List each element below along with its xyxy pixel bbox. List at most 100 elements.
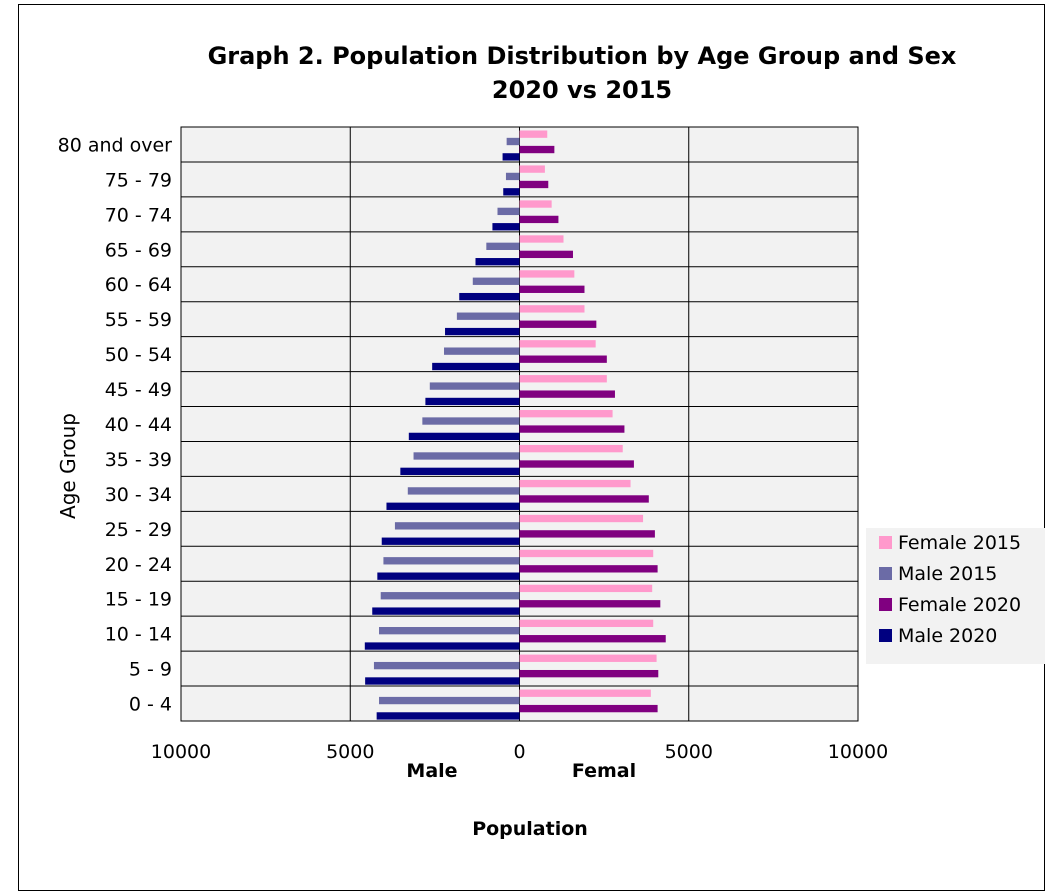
bar-male-2015 [394,522,520,530]
bar-male-2015 [413,452,520,460]
x-tick-label: 5000 [326,741,374,763]
y-tick-label: 0 - 4 [129,694,172,716]
y-tick-labels: 0 - 4 5 - 9 10 - 14 15 - 19 20 - 24 25 - 29 30… [58,134,173,715]
legend-swatch [879,567,892,580]
y-axis-title: Age Group [56,413,80,519]
y-tick-label: 70 - 74 [105,204,172,226]
bar-male-2020 [432,362,520,371]
y-tick-label: 25 - 29 [105,519,172,541]
bar-male-2020 [475,258,520,266]
bar-male-2020 [492,223,520,231]
bar-male-2020 [408,432,520,441]
bar-female-2015 [519,619,654,628]
bar-female-2020 [519,425,625,433]
bar-male-2020 [381,537,520,545]
bar-female-2020 [519,704,658,713]
y-tick-label: 50 - 54 [105,344,172,366]
bar-male-2020 [459,292,520,301]
bar-male-2015 [429,382,520,390]
bar-male-2020 [372,607,520,615]
bar-female-2020 [519,600,661,608]
bar-male-2015 [497,207,520,216]
bar-male-2015 [456,312,520,320]
bar-male-2020 [376,712,520,720]
y-tick-label: 65 - 69 [105,239,172,261]
legend-swatch [879,629,892,642]
bar-male-2015 [486,242,520,250]
legend-label: Male 2020 [898,625,997,647]
y-tick-label: 75 - 79 [105,169,172,191]
bars [364,130,666,720]
bar-female-2015 [519,689,651,697]
x-tick-label: 10000 [828,741,888,763]
bar-female-2015 [519,270,575,278]
bar-female-2015 [519,549,654,558]
bar-male-2015 [505,172,520,181]
bar-female-2020 [519,355,607,363]
bar-male-2015 [380,592,520,600]
bar-female-2020 [519,390,615,398]
bar-male-2020 [400,467,520,476]
legend-label: Female 2015 [898,532,1021,554]
bar-male-2015 [379,696,520,705]
x-tick-label: 10000 [151,741,211,763]
y-tick-label: 20 - 24 [105,554,172,576]
y-tick-label: 45 - 49 [105,379,172,401]
legend-label: Female 2020 [898,594,1021,616]
bar-female-2015 [519,200,552,208]
bar-female-2020 [519,495,649,503]
y-tick-label: 80 and over [58,134,173,156]
bar-male-2020 [503,188,520,196]
bar-female-2020 [519,530,655,538]
bar-female-2020 [519,285,585,293]
y-tick-label: 5 - 9 [129,659,172,681]
bar-male-2020 [425,397,520,406]
bar-female-2020 [519,180,549,189]
y-tick-label: 35 - 39 [105,449,172,471]
x-tick-labels: 10000 5000 0 5000 10000 [151,741,888,763]
y-tick-label: 60 - 64 [105,274,172,296]
bar-female-2020 [519,250,573,259]
bar-female-2020 [519,145,555,154]
bar-male-2015 [422,417,520,425]
bar-female-2020 [519,215,559,224]
bar-male-2020 [386,502,520,510]
bar-male-2015 [383,557,520,565]
bar-male-2015 [379,627,520,635]
bar-male-2020 [377,572,520,580]
bar-female-2015 [519,410,613,418]
legend-swatch [879,598,892,611]
bar-male-2015 [506,137,520,146]
y-tick-label: 10 - 14 [105,624,172,646]
legend-swatch [879,536,892,549]
female-side-label: Femal [572,760,636,782]
bar-female-2015 [519,444,623,453]
bar-female-2020 [519,320,597,328]
bar-male-2020 [502,153,520,161]
bar-female-2020 [519,669,659,678]
bar-male-2020 [365,677,520,685]
bar-female-2015 [519,235,564,243]
bar-female-2020 [519,635,666,643]
x-axis-title: Population [472,818,588,840]
bar-female-2015 [519,584,653,593]
bar-female-2015 [519,479,631,488]
bar-female-2015 [519,130,548,138]
y-tick-label: 30 - 34 [105,484,172,506]
bar-female-2020 [519,565,658,573]
y-tick-label: 40 - 44 [105,414,172,436]
bar-male-2015 [373,661,520,670]
bar-female-2015 [519,340,596,348]
bar-female-2020 [519,460,634,468]
y-tick-label: 55 - 59 [105,309,172,331]
chart-subtitle: 2020 vs 2015 [492,76,672,104]
bar-female-2015 [519,165,545,173]
bar-male-2015 [444,347,520,355]
legend-label: Male 2015 [898,563,997,585]
bar-male-2015 [407,487,520,495]
bar-female-2015 [519,375,607,383]
bar-male-2020 [445,327,520,336]
bar-male-2020 [364,642,520,650]
bar-female-2015 [519,654,657,662]
chart-title: Graph 2. Population Distribution by Age … [208,42,957,70]
